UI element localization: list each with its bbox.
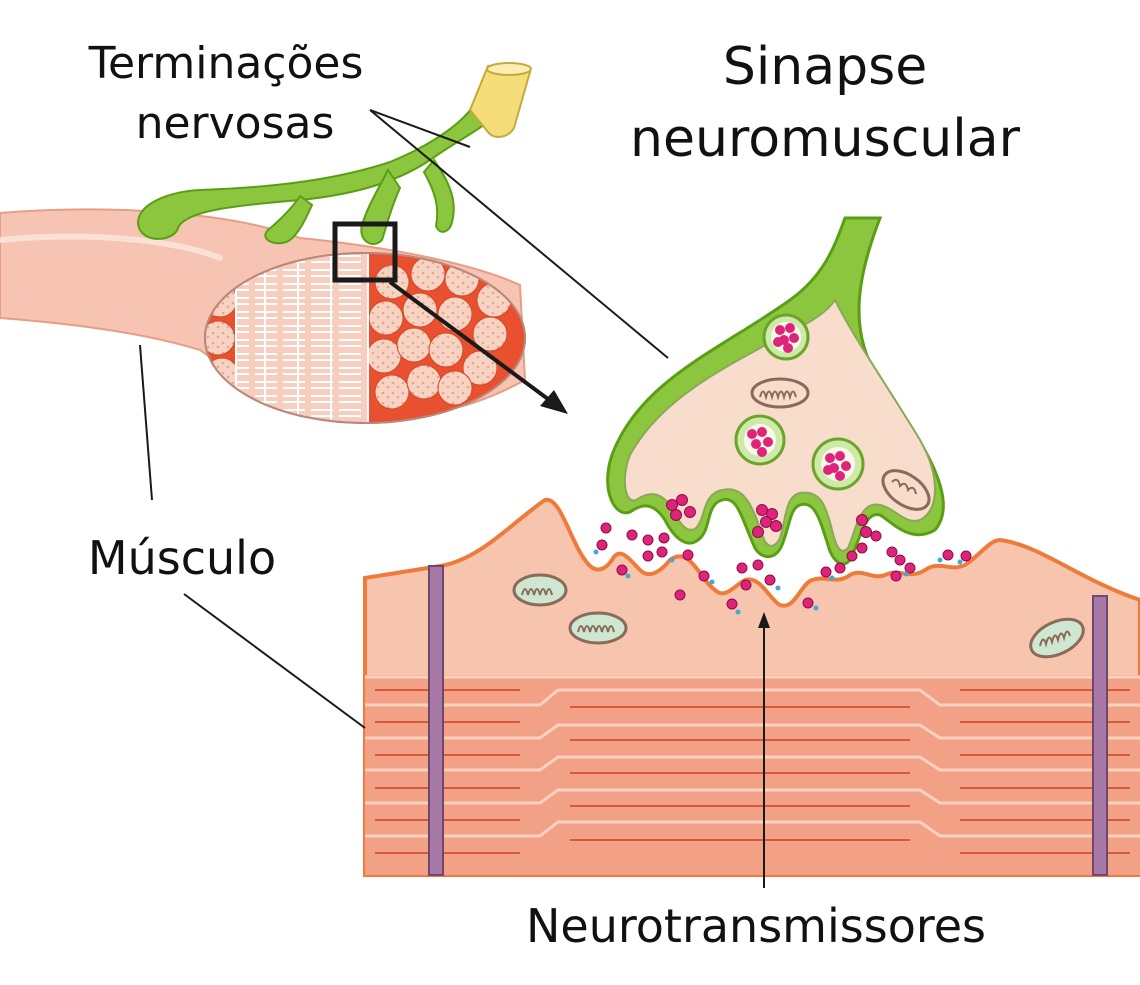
docked-vesicles xyxy=(666,494,872,538)
t-tubule-right xyxy=(1092,595,1108,876)
muscle-label: Músculo xyxy=(88,531,276,585)
sarcomere-lines xyxy=(365,675,1140,838)
mitochondrion-icon xyxy=(750,377,810,409)
neurotransmitters-label: Neurotransmissores xyxy=(526,899,986,953)
magnify-box-icon xyxy=(332,221,398,283)
synapse-closeup xyxy=(363,216,1140,877)
nerve-branches xyxy=(137,62,532,245)
nerve-endings-label-line1: Terminações xyxy=(88,38,364,89)
muscle-cross-section xyxy=(204,252,526,424)
mitochondrion-icon xyxy=(881,469,931,511)
zoom-arrow xyxy=(388,280,554,404)
t-tubule-left xyxy=(428,565,444,876)
neurotransmitter-molecules xyxy=(596,522,972,610)
mitochondrion-icon xyxy=(512,573,568,607)
leader-lines xyxy=(139,109,765,888)
mitochondrion-icon xyxy=(568,611,628,645)
myofibril-band xyxy=(365,675,1140,875)
mitochondrion-icon xyxy=(1029,617,1085,659)
acetylcholine-receptors xyxy=(593,549,963,615)
synaptic-vesicle-icon xyxy=(811,437,865,491)
synaptic-vesicle-icon xyxy=(762,313,810,361)
synaptic-vesicle-icon xyxy=(734,414,786,466)
nerve-endings-label-line2: nervosas xyxy=(136,98,335,149)
diagram-title-line2: neuromuscular xyxy=(630,109,1021,169)
muscle-fiber-overview xyxy=(0,62,532,424)
axon-myelin xyxy=(468,64,532,138)
zoom-arrow-head xyxy=(540,390,568,414)
neurotransmitter-arrow-head xyxy=(758,612,770,628)
diagram-title-line1: Sinapse xyxy=(723,37,927,97)
